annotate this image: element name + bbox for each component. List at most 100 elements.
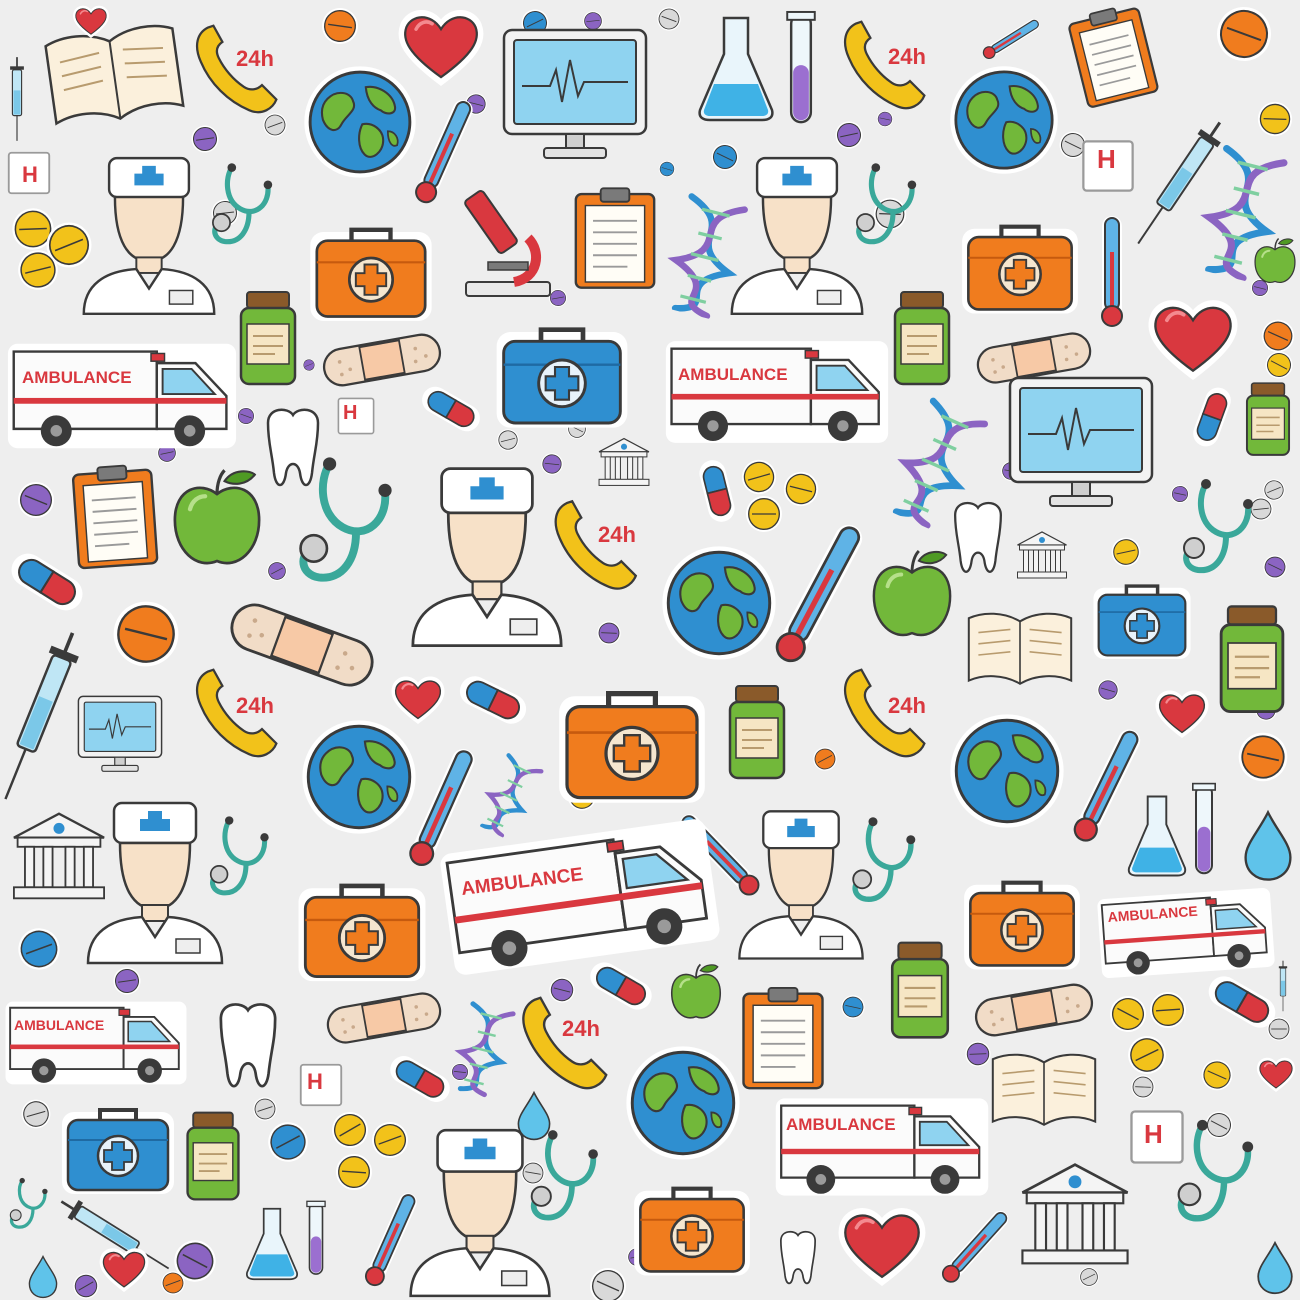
clipboard-icon — [574, 187, 656, 289]
globe-icon — [300, 718, 418, 836]
pill-icon — [596, 620, 622, 646]
pill-icon — [1256, 314, 1300, 358]
hours-label: 24h — [598, 522, 636, 547]
medicine-jar-icon — [1219, 604, 1285, 714]
hours-label: 24h — [888, 693, 926, 718]
hours-label: 24h — [562, 1016, 600, 1041]
flask-icon — [1127, 795, 1187, 877]
clipboard-icon — [742, 986, 824, 1090]
pill-icon — [1196, 1054, 1238, 1096]
stethoscope-icon — [211, 816, 269, 893]
pill-icon — [779, 467, 823, 511]
pill-icon — [653, 3, 685, 35]
ambulance-icon — [4, 1000, 188, 1086]
tooth-icon — [779, 1230, 817, 1285]
pill-icon — [259, 109, 291, 141]
hours-label: 24h — [236, 693, 274, 718]
tooth-icon — [266, 408, 320, 487]
hospital-sign-letter: H — [1144, 1119, 1163, 1149]
heart-icon — [1152, 304, 1234, 375]
stethoscope-icon — [10, 1178, 47, 1227]
pill-icon — [189, 123, 221, 155]
pill-icon — [324, 1104, 376, 1156]
bandage-icon — [319, 330, 445, 390]
flask-icon — [698, 16, 774, 122]
test-tube-icon — [306, 1200, 326, 1275]
pill-icon — [1148, 990, 1188, 1030]
pill-icon — [581, 9, 605, 33]
thermometer-icon — [405, 744, 480, 870]
doctor-icon — [86, 801, 224, 965]
pill-icon — [1256, 100, 1294, 138]
apple-icon — [670, 963, 722, 1020]
doctor-icon — [730, 156, 864, 316]
bandage-icon — [972, 982, 1096, 1038]
medicine-jar-icon — [890, 941, 950, 1039]
ambulance-label: AMBULANCE — [14, 1017, 104, 1033]
medicine-jar-icon — [893, 290, 951, 386]
pill-icon — [1102, 988, 1154, 1040]
pill-icon — [832, 118, 866, 152]
pill-icon — [105, 593, 187, 675]
pill-icon — [539, 451, 565, 477]
book-icon — [967, 612, 1073, 685]
pill-icon — [546, 974, 578, 1006]
ambulance-label: AMBULANCE — [678, 365, 788, 384]
ambulance-icon — [1095, 886, 1277, 980]
pill-icon — [745, 495, 783, 533]
pill-icon — [583, 1261, 633, 1300]
bank-building-icon — [598, 437, 650, 487]
capsule-icon — [4, 546, 90, 618]
first-aid-kit-icon — [964, 883, 1080, 970]
thermometer-icon — [1069, 724, 1146, 846]
pill-icon — [808, 742, 842, 776]
first-aid-kit-icon — [634, 1189, 750, 1276]
heart-icon — [102, 1250, 147, 1289]
pill-icon — [11, 921, 67, 977]
first-aid-kit-icon — [1091, 584, 1193, 661]
drop-icon — [28, 1255, 58, 1299]
capsule-icon — [453, 670, 533, 730]
apple-icon — [871, 549, 953, 638]
monitor-icon — [77, 695, 163, 773]
test-tube-icon — [1191, 782, 1217, 875]
hospital-sign-letter: H — [343, 402, 357, 424]
ambulance-icon — [664, 339, 890, 445]
apple-icon — [1254, 237, 1296, 284]
bandage-icon — [323, 989, 445, 1047]
globe-icon — [660, 544, 778, 662]
drop-icon — [1244, 811, 1292, 881]
hours-label: 24h — [888, 44, 926, 69]
syringe-icon — [9, 56, 25, 142]
medicine-jar-icon — [1245, 382, 1291, 456]
pill-icon — [494, 426, 522, 454]
pill-icon — [1208, 0, 1280, 70]
doctor-icon — [82, 156, 216, 316]
pill-icon — [1258, 550, 1292, 584]
capsule-icon — [1202, 969, 1282, 1035]
pill-icon — [300, 356, 318, 374]
doctor-icon — [409, 1128, 551, 1298]
pill-icon — [1075, 1263, 1103, 1291]
pill-icon — [1121, 1029, 1173, 1081]
ambulance-label: AMBULANCE — [786, 1115, 896, 1134]
pill-icon — [838, 992, 868, 1022]
first-aid-kit-icon — [497, 330, 628, 428]
monitor-icon — [1008, 376, 1154, 508]
bank-building-icon — [1016, 531, 1068, 579]
ambulance-label: AMBULANCE — [22, 368, 132, 387]
book-icon — [991, 1053, 1097, 1127]
hours-label: 24h — [236, 46, 274, 71]
medicine-jar-icon — [728, 684, 786, 780]
hospital-sign-letter: H — [307, 1069, 323, 1094]
syringe-icon — [0, 627, 86, 804]
heart-icon — [842, 1212, 922, 1282]
thermometer-icon — [1100, 214, 1124, 328]
pill-icon — [234, 404, 258, 428]
pill-icon — [737, 455, 781, 499]
thermometer-icon — [980, 15, 1043, 62]
microscope-icon — [464, 189, 550, 296]
flask-icon — [245, 1207, 299, 1281]
